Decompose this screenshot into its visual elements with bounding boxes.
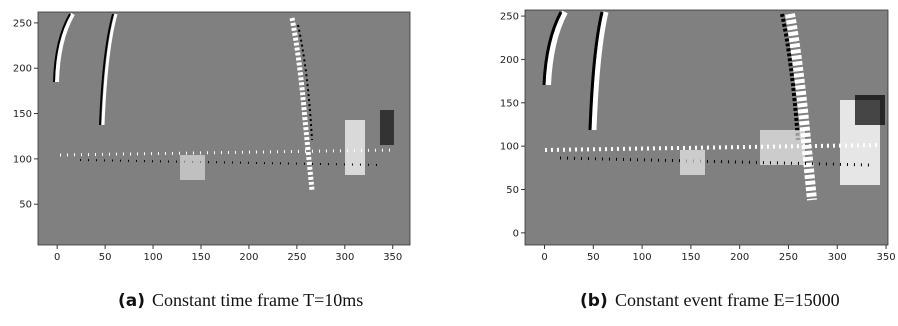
y-tick-label: 150 (500, 98, 519, 109)
x-tick-label: 250 (287, 252, 306, 263)
x-tick-label: 0 (54, 252, 60, 263)
x-tick-label: 100 (633, 252, 652, 263)
event-blob (380, 110, 394, 145)
caption: Constant time frame T=10ms (152, 290, 363, 310)
image-background (525, 10, 888, 245)
caption-label: (a) (118, 291, 145, 311)
x-tick-label: 250 (779, 252, 798, 263)
figure: (a) Constant time frame T=10ms (b) Const… (0, 0, 898, 322)
page: {"chart_data": [ {"type": "image", "capt… (0, 0, 898, 326)
x-tick-label: 300 (335, 252, 354, 263)
y-tick-label: 200 (13, 64, 32, 75)
event-blob (180, 155, 205, 180)
x-tick-label: 100 (144, 252, 163, 263)
event-blob (345, 120, 365, 175)
x-tick-label: 50 (99, 252, 112, 263)
x-tick-label: 150 (681, 252, 700, 263)
x-tick-label: 0 (541, 252, 547, 263)
x-tick-label: 300 (828, 252, 847, 263)
caption: Constant event frame E=15000 (615, 290, 840, 310)
x-tick-label: 150 (191, 252, 210, 263)
y-tick-label: 50 (19, 200, 32, 211)
y-tick-label: 100 (13, 154, 32, 165)
y-tick-label: 250 (13, 18, 32, 29)
y-tick-label: 250 (500, 12, 519, 23)
x-tick-label: 350 (877, 252, 896, 263)
y-tick-label: 150 (13, 109, 32, 120)
y-tick-label: 0 (513, 228, 519, 239)
x-tick-label: 200 (239, 252, 258, 263)
x-tick-label: 50 (587, 252, 600, 263)
y-tick-label: 100 (500, 142, 519, 153)
y-tick-label: 50 (506, 185, 519, 196)
x-tick-label: 350 (383, 252, 402, 263)
event-blob (680, 150, 705, 175)
event-blob (855, 95, 885, 125)
caption-label: (b) (580, 291, 608, 311)
x-tick-label: 200 (730, 252, 749, 263)
y-tick-label: 200 (500, 55, 519, 66)
